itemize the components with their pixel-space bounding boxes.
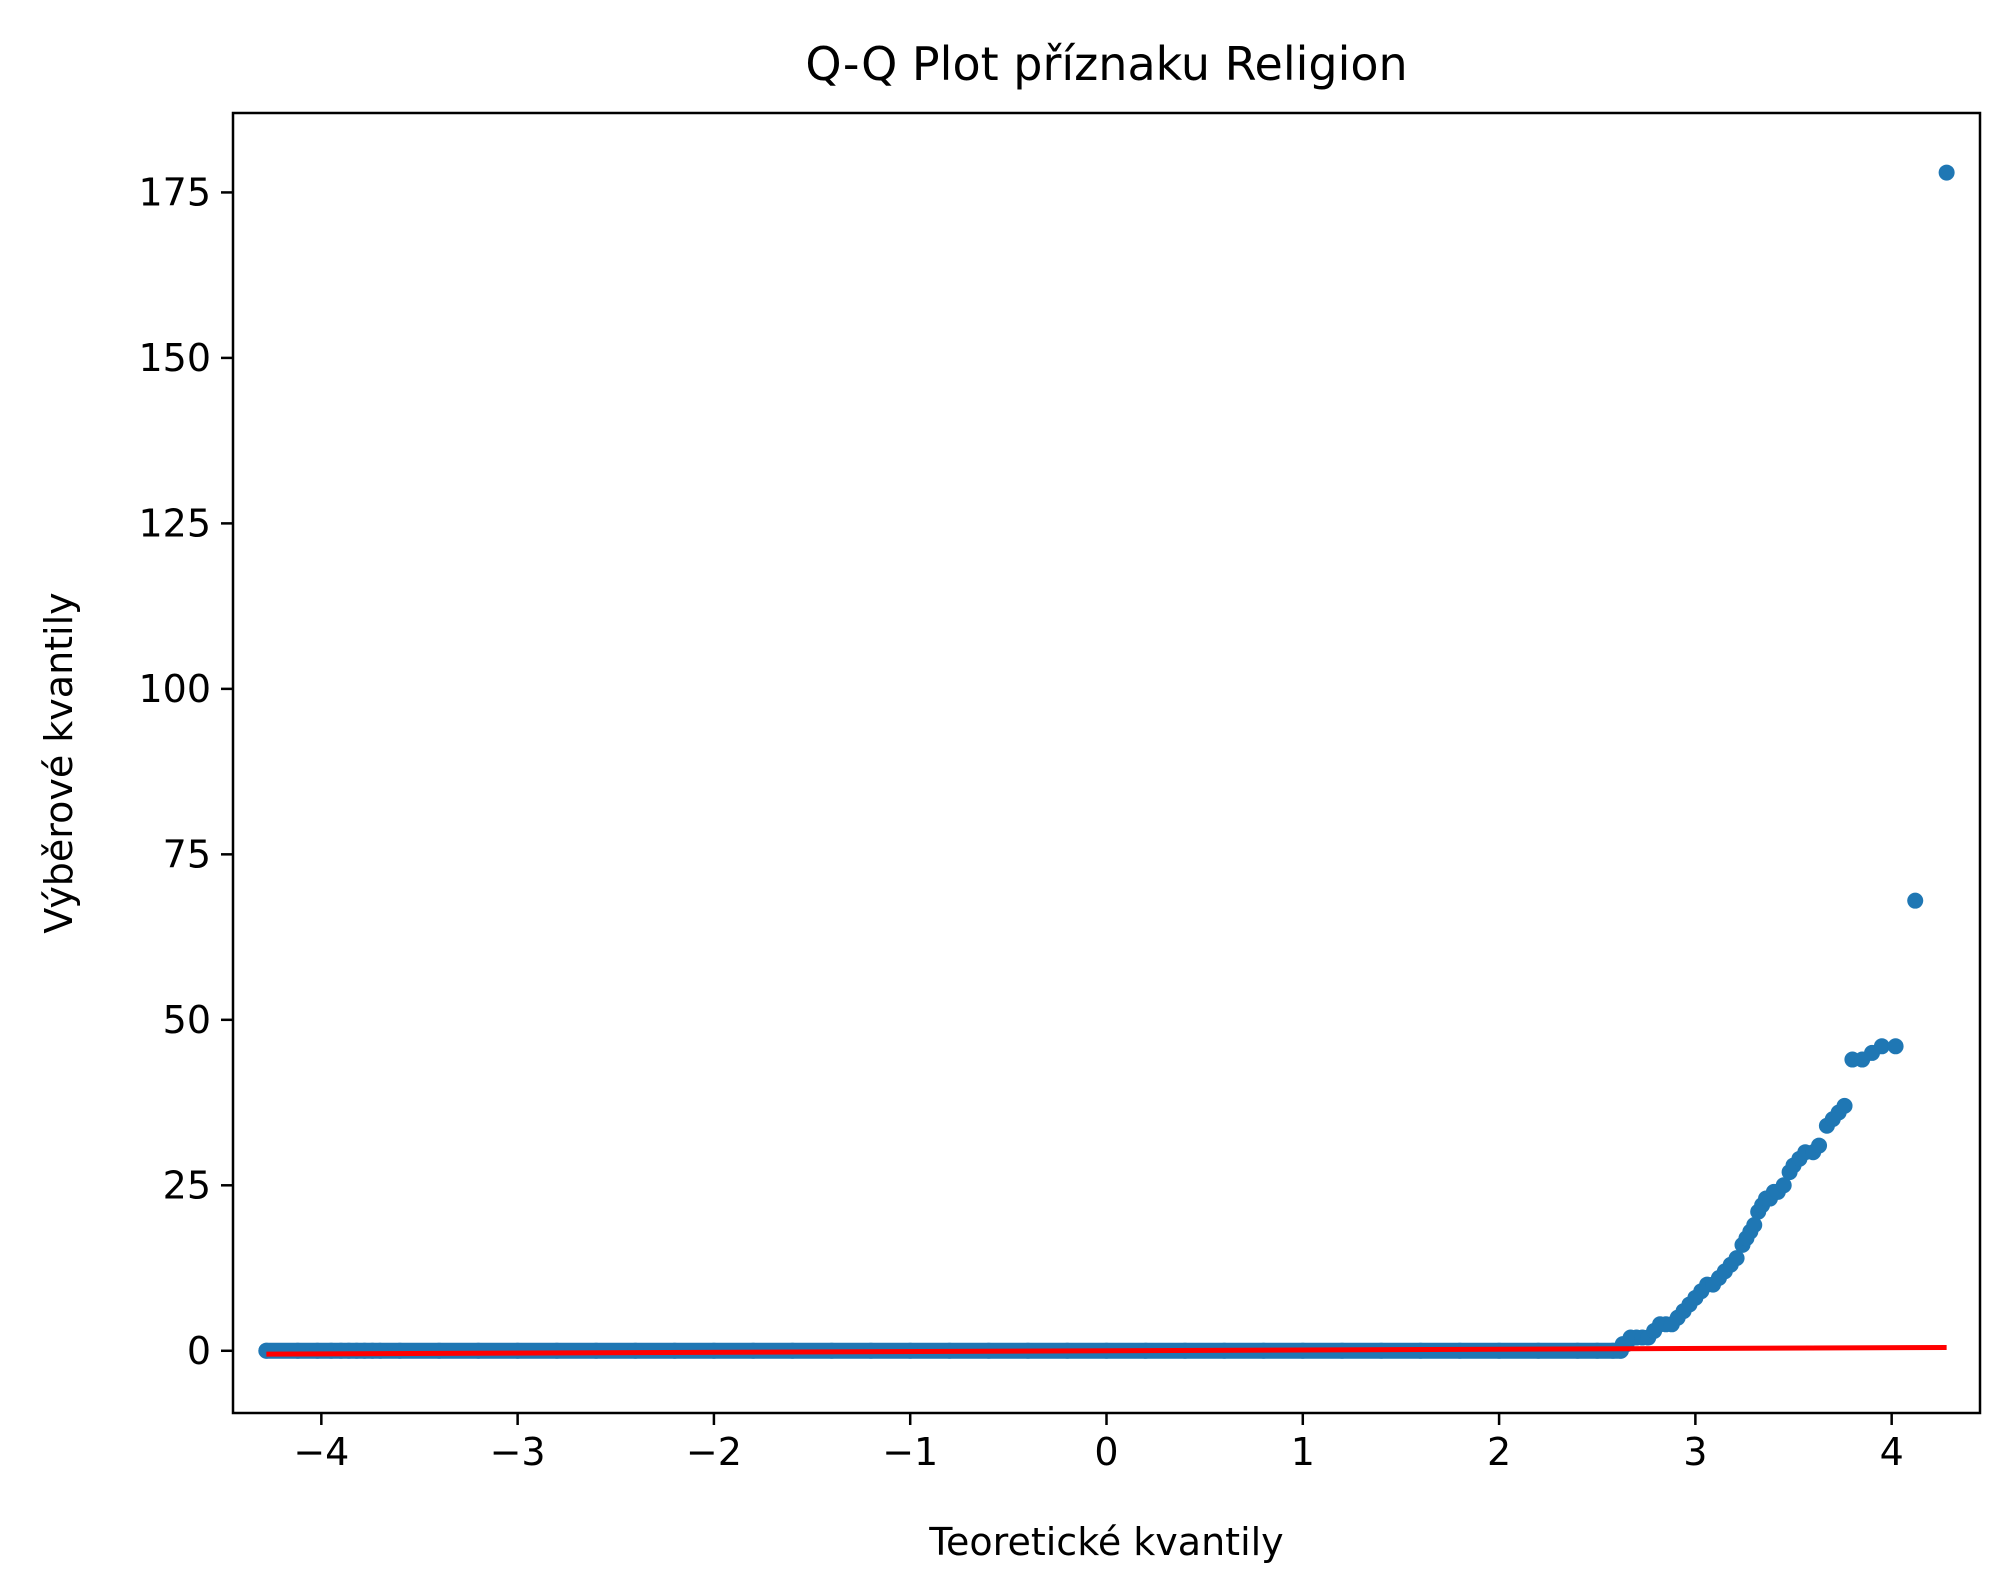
scatter-point — [372, 1342, 389, 1359]
y-tick-label: 0 — [187, 1329, 211, 1373]
scatter-point — [1811, 1137, 1828, 1154]
scatter-point — [391, 1342, 408, 1359]
scatter-point — [431, 1342, 448, 1359]
x-tick-label: −2 — [686, 1430, 742, 1474]
scatter-point — [1728, 1250, 1745, 1267]
scatter-point — [1887, 1038, 1904, 1055]
x-tick-label: −3 — [490, 1430, 546, 1474]
x-axis-label: Teoretické kvantily — [928, 1520, 1283, 1564]
y-tick-label: 75 — [163, 832, 211, 876]
x-tick-label: 4 — [1880, 1430, 1904, 1474]
reference-line — [266, 1344, 1947, 1357]
chart-title: Q-Q Plot příznaku Religion — [805, 37, 1407, 91]
y-tick-label: 125 — [138, 501, 211, 545]
x-tick-label: 2 — [1487, 1430, 1511, 1474]
y-axis-label: Výběrové kvantily — [37, 592, 81, 933]
x-tick-label: 0 — [1094, 1430, 1118, 1474]
axes-frame — [231, 111, 1982, 1415]
plot-area — [258, 164, 1955, 1359]
y-tick-label: 150 — [138, 336, 211, 380]
scatter-point — [1775, 1177, 1792, 1194]
x-tick-label: 1 — [1291, 1430, 1315, 1474]
x-tick-label: −4 — [293, 1430, 349, 1474]
y-tick-label: 25 — [163, 1163, 211, 1207]
y-tick-label: 50 — [163, 998, 211, 1042]
x-tick-label: −1 — [882, 1430, 938, 1474]
scatter-point — [1938, 164, 1955, 181]
scatter-point — [1836, 1097, 1853, 1114]
y-tick-label: 100 — [138, 667, 211, 711]
scatter-point — [1746, 1217, 1763, 1234]
y-tick-label: 175 — [138, 170, 211, 214]
scatter-point — [1873, 1038, 1890, 1055]
scatter-point — [1907, 892, 1924, 909]
x-axis-ticks: −4 −3 −2 −1 0 1 2 3 4 — [293, 1413, 1904, 1474]
x-tick-label: 3 — [1683, 1430, 1707, 1474]
y-axis-ticks: 0 25 50 75 100 125 150 175 — [138, 170, 233, 1373]
scatter-points-layer — [258, 164, 1955, 1359]
